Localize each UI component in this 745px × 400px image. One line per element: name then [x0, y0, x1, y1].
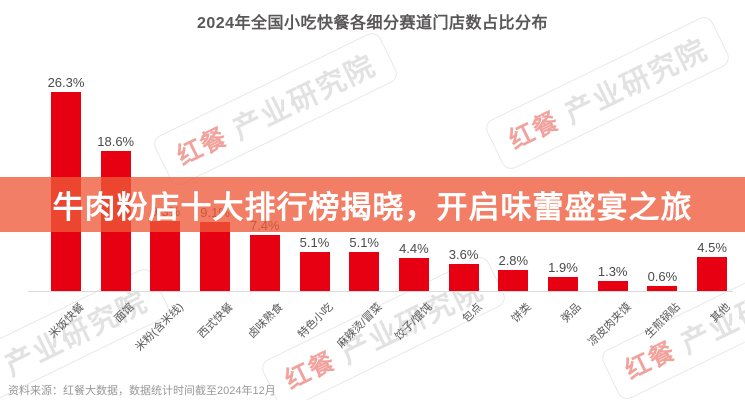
- bar-麻辣烫/冒菜: [349, 252, 380, 291]
- category-label: 饼类: [509, 301, 534, 326]
- bar-粥品: [548, 277, 578, 291]
- bar-西式快餐: [200, 222, 231, 291]
- bar-value-label: 4.4%: [399, 241, 429, 256]
- bar-value-label: 2.8%: [498, 253, 529, 268]
- category-label: 西式快餐: [196, 301, 236, 341]
- category-label: 凉皮肉夹馍: [585, 301, 634, 349]
- headline-banner-text: 牛肉粉店十大排行榜揭晓，开启味蕾盛宴之旅: [52, 190, 693, 225]
- headline-banner: 牛肉粉店十大排行榜揭晓，开启味蕾盛宴之旅: [0, 177, 745, 232]
- category-label: 特色小吃: [295, 301, 336, 341]
- bar-value-label: 5.1%: [349, 235, 379, 250]
- source-note: 资料来源：红餐大数据，数据统计时间截至2024年12月: [8, 385, 276, 397]
- bar-其他: [697, 257, 728, 291]
- category-label: 包点: [460, 301, 485, 326]
- bar-特色小吃: [299, 252, 330, 291]
- category-label: 饺子/馄饨: [392, 301, 435, 343]
- bar-value-label: 1.3%: [597, 264, 628, 279]
- bar-value-label: 1.9%: [548, 260, 578, 275]
- chart-title: 2024年全国小吃快餐各细分赛道门店数占比分布: [196, 15, 549, 32]
- bar-value-label: 4.5%: [697, 240, 727, 255]
- category-label: 麻辣烫/冒菜: [335, 301, 385, 351]
- category-label: 粥品: [559, 301, 584, 326]
- bar-饺子/馄饨: [398, 258, 429, 291]
- bar-饼类: [498, 270, 529, 291]
- bar-value-label: 5.1%: [299, 235, 330, 250]
- bar-生煎锅贴: [647, 286, 678, 291]
- bar-value-label: 18.6%: [97, 134, 135, 149]
- bar-value-label: 0.6%: [647, 269, 678, 284]
- bar-value-label: 26.3%: [47, 75, 85, 90]
- category-label: 面馆: [112, 301, 137, 326]
- category-label: 其他: [708, 301, 733, 326]
- bar-包点: [448, 264, 479, 291]
- category-label: 生煎锅贴: [643, 301, 684, 341]
- x-axis-line: [28, 291, 733, 292]
- bar-value-label: 3.6%: [448, 247, 479, 262]
- category-label: 卤味熟食: [245, 301, 286, 341]
- category-label: 米饭快餐: [47, 301, 87, 341]
- category-label: 米粉(含米线): [133, 301, 187, 354]
- bar-米粉(含米线): [150, 221, 181, 291]
- bar-凉皮肉夹馍: [597, 281, 628, 291]
- bar-卤味熟食: [249, 235, 280, 291]
